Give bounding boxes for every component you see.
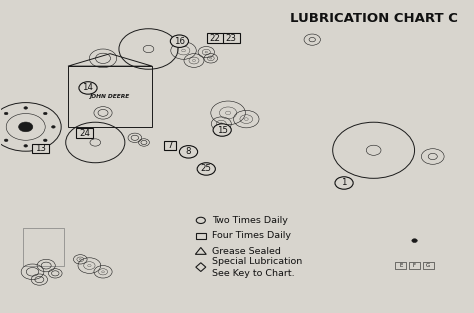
Circle shape <box>197 163 215 175</box>
Text: 8: 8 <box>186 147 191 156</box>
Text: 24: 24 <box>79 129 90 138</box>
Text: 16: 16 <box>174 37 185 46</box>
Text: Four Times Daily: Four Times Daily <box>212 231 291 240</box>
Circle shape <box>18 122 33 132</box>
Text: Two Times Daily: Two Times Daily <box>212 216 288 225</box>
Circle shape <box>24 107 27 109</box>
Text: 7: 7 <box>167 141 173 150</box>
Bar <box>68 66 152 127</box>
FancyBboxPatch shape <box>32 144 49 153</box>
Circle shape <box>213 124 231 136</box>
Text: 15: 15 <box>217 126 228 135</box>
Text: 1: 1 <box>341 178 347 187</box>
Circle shape <box>4 139 8 141</box>
Text: 14: 14 <box>82 84 93 92</box>
Bar <box>23 228 64 265</box>
Bar <box>423 262 434 269</box>
Circle shape <box>335 177 353 189</box>
Text: 23: 23 <box>226 33 237 43</box>
Text: Special Lubrication
See Key to Chart.: Special Lubrication See Key to Chart. <box>212 257 302 278</box>
Circle shape <box>44 112 47 115</box>
Text: JOHN DEERE: JOHN DEERE <box>90 94 130 99</box>
Text: 13: 13 <box>35 144 46 153</box>
FancyBboxPatch shape <box>76 128 93 138</box>
Circle shape <box>79 82 97 94</box>
Circle shape <box>412 239 417 243</box>
Circle shape <box>24 145 27 147</box>
Text: Grease Sealed: Grease Sealed <box>212 247 281 256</box>
Circle shape <box>52 126 55 128</box>
Bar <box>17 209 139 278</box>
Circle shape <box>170 35 189 48</box>
Circle shape <box>180 146 198 158</box>
Bar <box>409 262 420 269</box>
Bar <box>196 233 206 239</box>
Bar <box>395 262 406 269</box>
Circle shape <box>44 139 47 141</box>
FancyBboxPatch shape <box>207 33 224 43</box>
Text: 25: 25 <box>201 164 212 173</box>
Text: LUBRICATION CHART C: LUBRICATION CHART C <box>290 12 457 25</box>
Text: F: F <box>413 263 416 268</box>
FancyBboxPatch shape <box>164 141 176 150</box>
Text: E: E <box>399 263 402 268</box>
Circle shape <box>4 112 8 115</box>
Text: G: G <box>426 263 430 268</box>
FancyBboxPatch shape <box>223 33 240 43</box>
Text: 22: 22 <box>210 33 221 43</box>
